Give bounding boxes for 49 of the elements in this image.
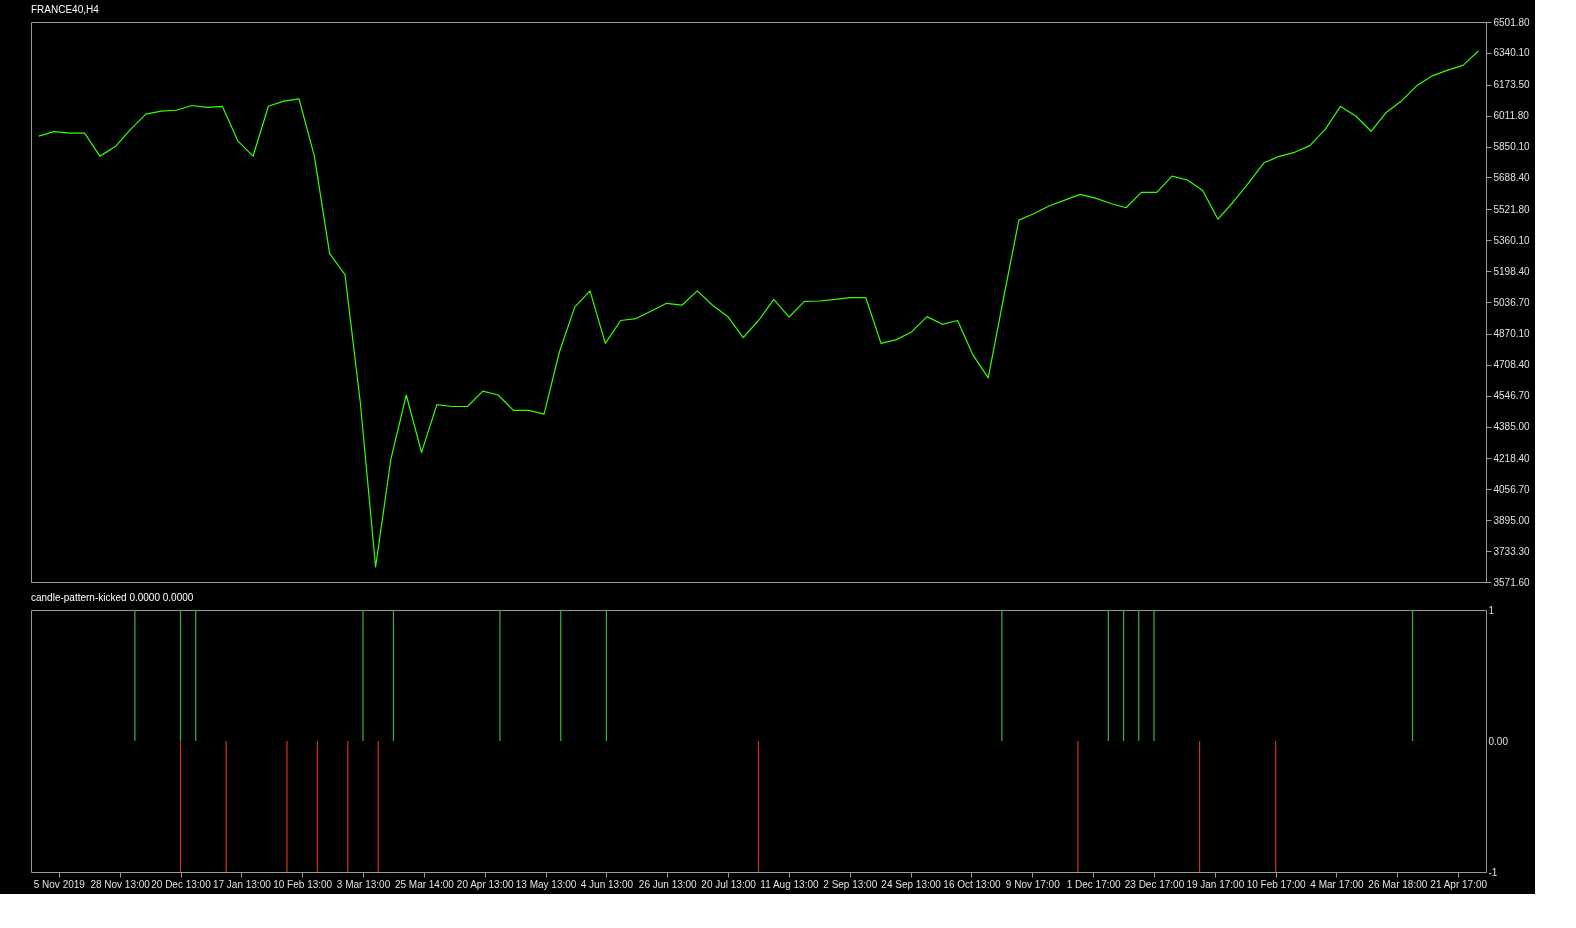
x-tick-label: 10 Feb 17:00 [1246,878,1307,890]
x-tick-label: 9 Nov 17:00 [1005,878,1061,890]
y-tick-label: 6011.80 [1493,110,1530,122]
x-tick-label: 20 Jul 13:00 [701,878,757,890]
y-tick-label: 5036.70 [1493,296,1531,308]
x-tick-label: 28 Nov 13:00 [90,878,151,890]
x-tick-label: 24 Sep 13:00 [881,878,942,890]
y-tick-label: 4385.00 [1493,421,1531,433]
y-tick-label: 6340.10 [1493,47,1531,59]
x-tick-label: 25 Mar 14:00 [394,878,455,890]
x-tick-label: 26 Mar 18:00 [1368,878,1428,890]
x-tick-label: 21 Apr 17:00 [1430,878,1488,890]
y-tick-label: 5521.80 [1493,203,1531,215]
y-tick-label: -1 [1488,866,1498,878]
x-tick-label: 11 Aug 13:00 [760,878,819,890]
y-tick-label: 4870.10 [1493,328,1531,340]
y-tick-label: 4708.40 [1493,359,1531,371]
x-tick-label: 17 Jan 13:00 [212,878,272,890]
y-tick-label: 3895.00 [1493,514,1531,526]
x-tick-label: 4 Mar 17:00 [1310,878,1365,890]
y-tick-label: 5850.10 [1493,141,1531,153]
x-tick-label: 4 Jun 13:00 [580,878,634,890]
y-tick-label: 6173.50 [1493,79,1531,91]
x-tick-label: 5 Nov 2019 [33,878,86,890]
y-tick-label: 3733.30 [1493,545,1531,557]
y-tick-label: 3571.60 [1493,576,1531,588]
y-tick-label: 4218.40 [1493,452,1531,464]
x-tick-label: 3 Mar 13:00 [336,878,391,890]
x-tick-label: 26 Jun 13:00 [638,878,698,890]
x-tick-label: 19 Jan 17:00 [1186,878,1245,890]
y-tick-label: 5360.10 [1493,234,1531,246]
y-tick-label: 4056.70 [1493,483,1531,495]
x-tick-label: 2 Sep 13:00 [823,878,878,890]
y-tick-label: 1 [1488,604,1495,616]
x-tick-label: 13 May 13:00 [515,878,577,890]
y-tick-label: 5688.40 [1493,171,1531,183]
x-tick-label: 10 Feb 13:00 [273,878,333,890]
y-tick-label: 6501.80 [1493,16,1531,28]
y-tick-label: 5198.40 [1493,265,1531,277]
x-tick-label: 1 Dec 17:00 [1066,878,1122,890]
x-tick-label: 20 Dec 13:00 [151,878,212,890]
x-tick-label: 20 Apr 13:00 [456,878,514,890]
line-series [38,50,1479,568]
chart-title: candle-pattern-kicked 0.0000 0.0000 [31,592,194,603]
chart-title: FRANCE40,H4 [31,4,100,15]
x-tick-label: 23 Dec 17:00 [1124,878,1185,890]
y-tick-label: 0.00 [1488,735,1509,747]
x-tick-label: 16 Oct 13:00 [943,878,1002,890]
y-tick-label: 4546.70 [1493,390,1531,402]
